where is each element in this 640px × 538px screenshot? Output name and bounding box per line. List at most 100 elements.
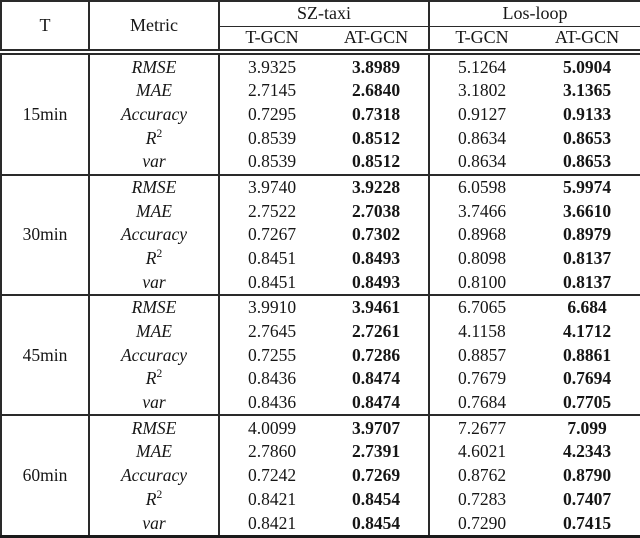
cell-sz-atgcn: 0.7286 [324, 343, 430, 367]
cell-sz-tgcn: 0.8436 [219, 390, 324, 417]
metric-text: var [142, 392, 166, 412]
cell-sz-atgcn: 3.9228 [324, 174, 430, 200]
time-label: 45min [1, 295, 90, 417]
header-group-sz-taxi: SZ-taxi [219, 1, 430, 27]
time-label: 60min [1, 415, 90, 537]
cell-sz-atgcn: 0.8474 [324, 390, 430, 417]
cell-los-atgcn: 4.1712 [562, 321, 612, 342]
cell-los-tgcn: 6.0598 [457, 177, 507, 197]
table-row: R2 0.8436 0.8474 0.7679 0.7694 [1, 367, 640, 391]
cell-sz-atgcn: 3.9461 [324, 295, 430, 320]
metric-label: MAE [89, 440, 220, 464]
cell-los-tgcn: 6.7065 [457, 297, 507, 318]
cell-sz-tgcn: 2.7860 [247, 441, 297, 462]
metric-text: RMSE [131, 177, 177, 197]
cell-los-tgcn: 0.8634 [457, 127, 507, 148]
metric-text: Accuracy [120, 344, 188, 365]
cell-sz-tgcn: 0.8421 [247, 488, 297, 509]
time-label: 30min [1, 174, 90, 297]
metric-text: var [142, 151, 166, 172]
cell-los-tgcn: 3.7466 [457, 200, 507, 221]
table-row: MAE 2.7522 2.7038 3.7466 3.6610 [1, 199, 640, 223]
cell-los-atgcn: 0.8137 [562, 247, 612, 268]
cell-los-atgcn: 3.1365 [562, 80, 612, 101]
metric-text: MAE [136, 321, 172, 342]
metric-text: R [145, 127, 157, 148]
cell-sz-tgcn: 0.7242 [247, 465, 297, 486]
cell-los-atgcn: 5.0904 [562, 56, 612, 77]
table-row: var 0.8421 0.8454 0.7290 0.7415 [1, 511, 640, 537]
table-row: var 0.8539 0.8512 0.8634 0.8653 [1, 149, 640, 176]
metric-text: Accuracy [120, 103, 188, 124]
table-row: 45min RMSE 3.9910 3.9461 6.7065 6.684 [1, 295, 640, 417]
metric-label: Accuracy [89, 223, 220, 247]
metric-text: R [145, 368, 157, 389]
cell-sz-tgcn: 3.9740 [247, 177, 297, 197]
metric-label: Accuracy [89, 463, 220, 488]
header-sz-tgcn: T-GCN [219, 26, 324, 55]
metric-label: Accuracy [89, 343, 220, 367]
cell-los-atgcn: 0.8137 [534, 270, 640, 296]
cell-sz-tgcn: 0.8421 [247, 512, 297, 533]
table-row: var 0.8436 0.8474 0.7684 0.7705 [1, 390, 640, 417]
metric-label: MAE [89, 319, 220, 344]
metric-text: R [145, 247, 157, 268]
cell-los-atgcn: 0.8790 [562, 465, 612, 486]
table-row: MAE 2.7645 2.7261 4.1158 4.1712 [1, 319, 640, 344]
cell-sz-atgcn: 2.7391 [324, 440, 430, 464]
cell-los-tgcn: 4.1158 [458, 321, 506, 342]
cell-sz-atgcn: 2.6840 [324, 79, 430, 103]
cell-sz-atgcn: 0.7302 [324, 223, 430, 247]
cell-sz-tgcn: 4.0099 [247, 417, 297, 438]
cell-los-atgcn: 0.8861 [562, 344, 612, 365]
cell-los-tgcn: 0.7283 [457, 488, 507, 509]
cell-sz-tgcn: 0.7295 [247, 103, 297, 124]
metric-label: MAE [89, 199, 220, 223]
cell-los-tgcn: 0.8857 [457, 344, 507, 365]
cell-los-tgcn: 0.7684 [429, 390, 534, 417]
cell-los-atgcn: 0.9133 [562, 103, 612, 124]
cell-sz-tgcn: 0.8436 [247, 368, 297, 389]
metric-label: var [89, 390, 220, 417]
cell-sz-atgcn: 0.8512 [324, 126, 430, 150]
metric-label: var [89, 511, 220, 537]
metric-text: RMSE [131, 56, 177, 77]
metric-text: RMSE [131, 297, 177, 318]
table-row: R2 0.8421 0.8454 0.7283 0.7407 [1, 487, 640, 511]
cell-los-tgcn: 4.6021 [457, 441, 507, 462]
cell-sz-tgcn: 0.7255 [247, 344, 297, 365]
metric-superscript: 2 [156, 248, 163, 261]
table-row: Accuracy 0.7242 0.7269 0.8762 0.8790 [1, 463, 640, 488]
cell-los-atgcn: 0.7415 [562, 512, 612, 533]
table-row: MAE 2.7860 2.7391 4.6021 4.2343 [1, 440, 640, 464]
metric-label: R2 [89, 487, 220, 511]
cell-los-atgcn: 0.7407 [562, 488, 612, 509]
cell-los-tgcn: 5.1264 [457, 56, 507, 77]
metric-label: RMSE [89, 52, 220, 79]
metric-superscript: 2 [156, 127, 163, 140]
cell-los-atgcn: 0.7694 [562, 368, 612, 389]
header-los-atgcn: AT-GCN [534, 26, 640, 55]
header-group-los-loop: Los-loop [429, 1, 640, 27]
cell-los-atgcn: 0.7705 [534, 390, 640, 417]
table-row: Accuracy 0.7295 0.7318 0.9127 0.9133 [1, 102, 640, 127]
cell-los-tgcn: 0.8968 [457, 224, 507, 245]
header-metric: Metric [89, 1, 220, 55]
metric-label: R2 [89, 126, 220, 150]
metric-label: var [89, 270, 220, 296]
metric-label: R2 [89, 367, 220, 391]
cell-los-atgcn: 0.8653 [534, 149, 640, 176]
cell-los-tgcn: 0.9127 [457, 103, 507, 124]
cell-sz-tgcn: 0.8451 [247, 247, 297, 268]
cell-sz-atgcn: 0.8493 [324, 246, 430, 271]
cell-sz-tgcn: 2.7145 [247, 80, 297, 101]
header-t: T [1, 1, 90, 55]
table-row: 15min RMSE 3.9325 3.8989 5.1264 5.0904 [1, 52, 640, 176]
table-row: 60min RMSE 4.0099 3.9707 7.2677 7.099 [1, 415, 640, 537]
table-row: Accuracy 0.7255 0.7286 0.8857 0.8861 [1, 343, 640, 367]
metric-text: MAE [136, 200, 172, 221]
cell-sz-tgcn: 3.9910 [247, 297, 297, 318]
cell-sz-atgcn: 0.8454 [324, 511, 430, 537]
cell-los-tgcn: 7.2677 [457, 417, 507, 438]
